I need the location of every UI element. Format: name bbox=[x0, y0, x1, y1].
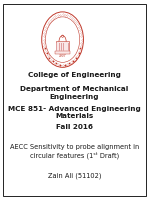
Text: MCE 851- Advanced Engineering
Materials: MCE 851- Advanced Engineering Materials bbox=[8, 106, 141, 119]
Text: Department of Mechanical
Engineering: Department of Mechanical Engineering bbox=[20, 86, 129, 100]
Bar bbox=[59, 43, 60, 51]
Bar bbox=[61, 43, 62, 51]
Bar bbox=[56, 41, 69, 51]
Bar bbox=[55, 51, 70, 54]
Text: Fall 2016: Fall 2016 bbox=[56, 124, 93, 130]
Text: College of Engineering: College of Engineering bbox=[28, 72, 121, 78]
Text: Zain Ali (51102): Zain Ali (51102) bbox=[48, 172, 101, 179]
Bar bbox=[68, 43, 69, 51]
Text: 1907: 1907 bbox=[59, 54, 66, 58]
Bar bbox=[56, 43, 57, 51]
Text: AECC Sensitivity to probe alignment in
circular features (1ˢᵗ Draft): AECC Sensitivity to probe alignment in c… bbox=[10, 144, 139, 159]
Bar bbox=[63, 43, 64, 51]
